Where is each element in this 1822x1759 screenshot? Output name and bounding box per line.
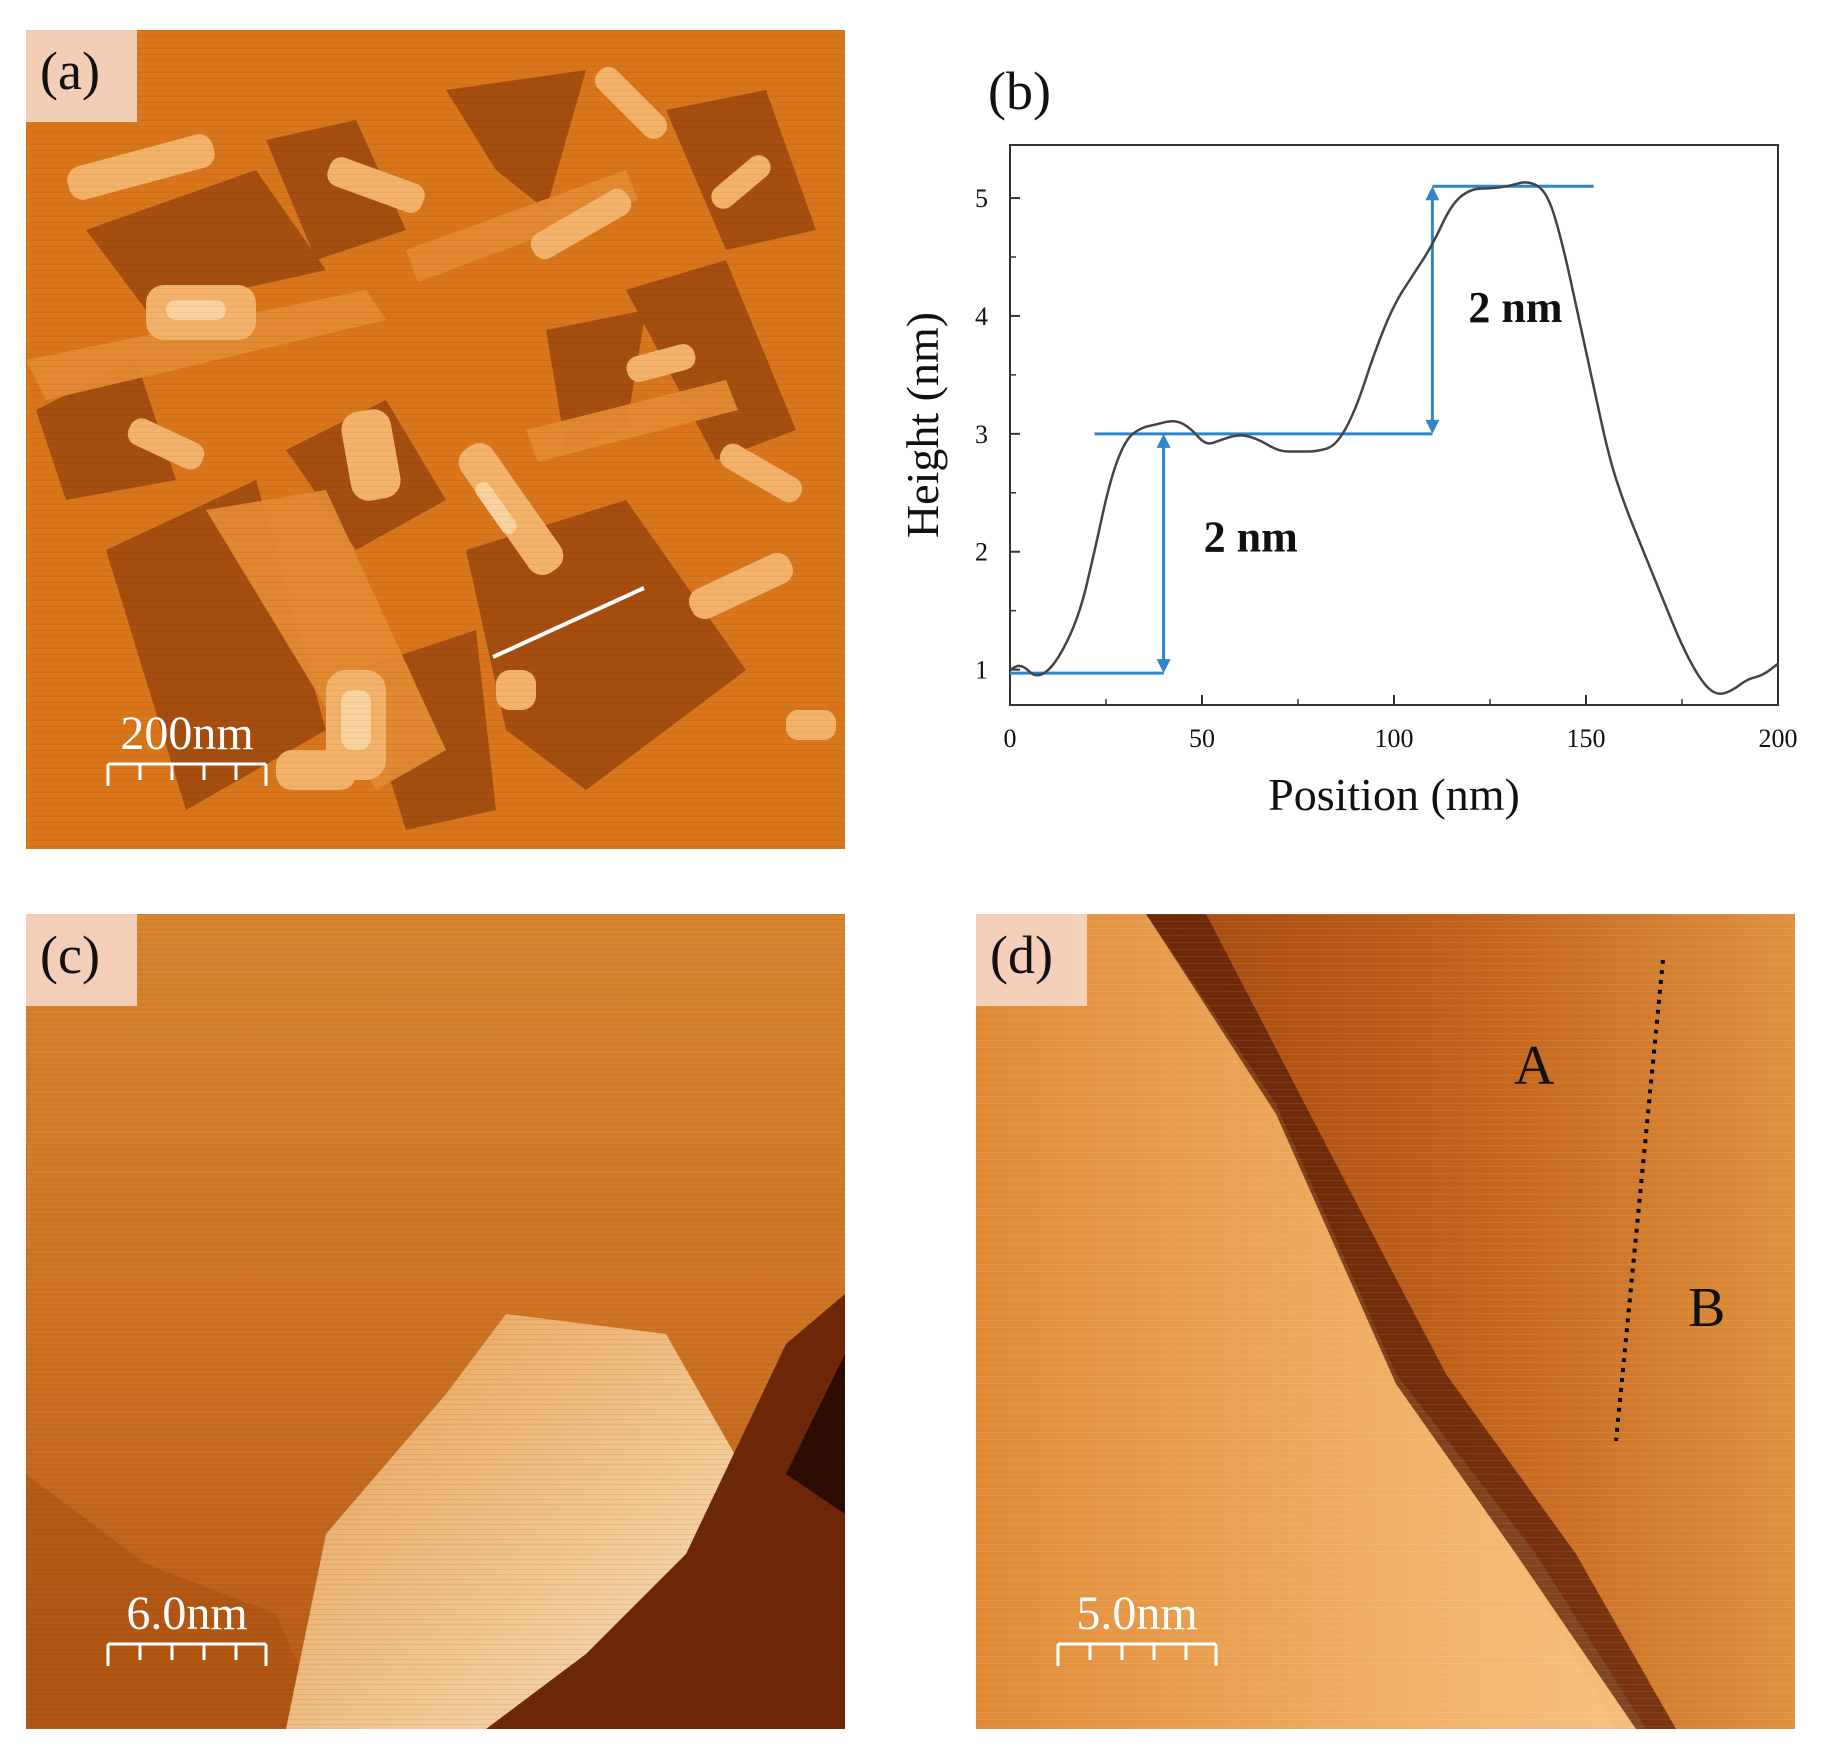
height-profile-chart: 0 50 100 150 200 1 2 3 4 5 Position (nm) Height … [897, 144, 1798, 820]
arrow-head-bottom [1156, 659, 1171, 674]
afm-image-a: (a) 200nm [26, 30, 845, 849]
height-profile-line [1009, 181, 1779, 696]
panel-label-d: (d) [976, 914, 1087, 1006]
arrow-head-top [1425, 186, 1440, 201]
y-tick-label: 2 [975, 538, 988, 567]
region-label-a: A [1514, 1035, 1555, 1097]
step-guides [1010, 184, 1594, 675]
afm-topography-a [26, 30, 845, 849]
x-axis-ticks: 0 50 100 150 200 [1004, 695, 1798, 753]
afm-image-c: (c) 6.0nm [26, 914, 845, 1729]
y-tick-label: 5 [975, 184, 988, 213]
arrow-head-bottom [1425, 419, 1440, 434]
panel-label-c: (c) [26, 914, 137, 1006]
x-tick-label: 50 [1189, 724, 1215, 753]
x-axis-label: Position (nm) [1268, 769, 1520, 820]
panel-label-b: (b) [988, 61, 1051, 121]
y-axis-ticks: 1 2 3 4 5 [975, 184, 1020, 685]
step-annotation-2: 2 nm [1468, 283, 1562, 332]
afm-image-d: (d) A B 5.0nm [976, 914, 1795, 1729]
y-tick-label: 3 [975, 420, 988, 449]
y-tick-label: 4 [975, 302, 988, 331]
scale-bar-label-c: 6.0nm [126, 1587, 248, 1640]
scale-bar-label-a: 200nm [120, 707, 254, 760]
scale-bar-ruler-c [106, 1642, 268, 1666]
x-tick-label: 200 [1759, 724, 1798, 753]
arrow-head-top [1156, 433, 1171, 448]
step-annotation-1: 2 nm [1204, 513, 1298, 562]
afm-topography-d [976, 914, 1795, 1729]
height-profile-panel: 0 50 100 150 200 1 2 3 4 5 Position (nm) Height … [880, 50, 1820, 870]
y-tick-label: 1 [975, 656, 988, 685]
region-label-b: B [1688, 1277, 1726, 1339]
plot-frame [1009, 144, 1779, 706]
panel-label-a: (a) [26, 30, 137, 122]
y-axis-label: Height (nm) [897, 312, 948, 538]
x-tick-label: 150 [1567, 724, 1606, 753]
scale-bar-ruler-d [1056, 1642, 1218, 1666]
x-tick-label: 100 [1375, 724, 1414, 753]
scale-bar-ruler-a [106, 762, 268, 786]
scale-bar-label-d: 5.0nm [1076, 1587, 1198, 1640]
afm-topography-c [26, 914, 845, 1729]
x-tick-label: 0 [1004, 724, 1017, 753]
